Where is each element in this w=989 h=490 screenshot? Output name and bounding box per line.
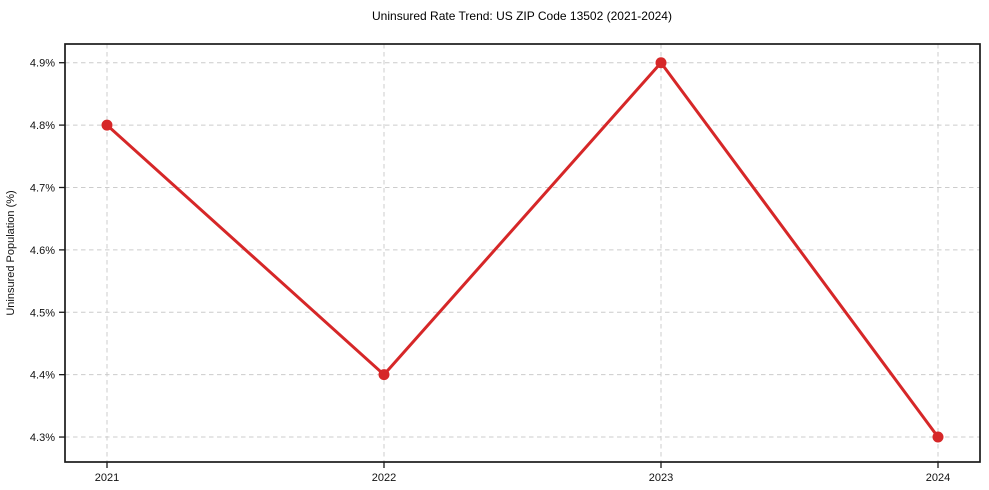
x-tick-label: 2022 [372, 472, 396, 484]
tick-layer: 4.3% 4.4% 4.5% 4.6% 4.7% 4.8% 4.9% 2021 2022 2023… [30, 58, 950, 484]
y-tick-label: 4.8% [30, 120, 55, 132]
chart-title: Uninsured Rate Trend: US ZIP Code 13502 … [372, 9, 672, 23]
data-point-marker [101, 119, 113, 131]
y-tick-label: 4.7% [30, 182, 55, 194]
trend-line [105, 61, 940, 439]
y-tick-label: 4.4% [30, 370, 55, 382]
x-tick-label: 2021 [95, 472, 119, 484]
data-point-marker [932, 431, 944, 443]
data-point-marker [378, 369, 390, 381]
y-tick-label: 4.9% [30, 58, 55, 70]
frame-layer [64, 43, 981, 463]
data-point-marker [655, 57, 667, 69]
series-layer [101, 57, 944, 443]
y-axis-label: Uninsured Population (%) [5, 190, 17, 315]
x-tick-label: 2024 [926, 472, 950, 484]
y-tick-label: 4.5% [30, 307, 55, 319]
y-tick-label: 4.3% [30, 432, 55, 444]
grid-layer [65, 44, 980, 462]
y-tick-label: 4.6% [30, 245, 55, 257]
x-tick-label: 2023 [649, 472, 673, 484]
plot-frame [64, 43, 981, 463]
